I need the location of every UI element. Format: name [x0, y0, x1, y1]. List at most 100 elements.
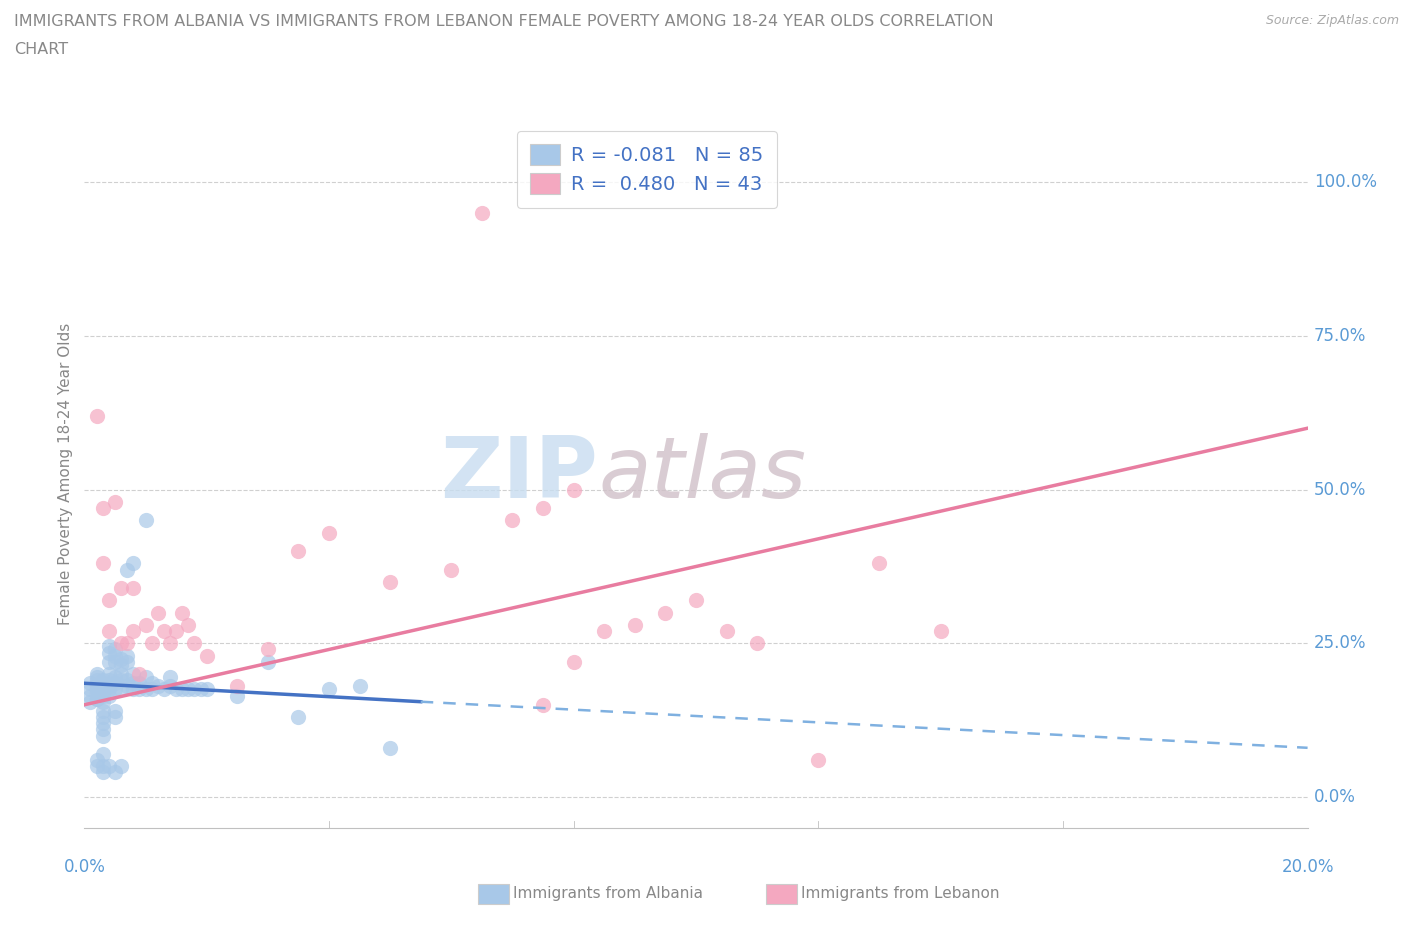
- Point: [91, 710, 114, 724]
- Point: [110, 636, 132, 651]
- Point: [226, 688, 249, 703]
- Point: [115, 562, 138, 577]
- Point: [110, 667, 132, 682]
- Point: [177, 618, 200, 632]
- Point: [183, 682, 205, 697]
- Point: [97, 667, 120, 682]
- Point: [86, 408, 108, 423]
- Point: [122, 580, 145, 595]
- Point: [91, 682, 114, 697]
- Point: [86, 691, 108, 706]
- Point: [91, 672, 114, 687]
- Point: [91, 722, 114, 737]
- Text: 20.0%: 20.0%: [1281, 858, 1334, 876]
- Text: CHART: CHART: [14, 42, 67, 57]
- Point: [91, 703, 114, 718]
- Point: [79, 695, 101, 710]
- Point: [440, 562, 463, 577]
- Point: [79, 688, 101, 703]
- Text: 0.0%: 0.0%: [63, 858, 105, 876]
- Text: 0.0%: 0.0%: [1313, 788, 1355, 806]
- Text: Immigrants from Albania: Immigrants from Albania: [513, 886, 703, 901]
- Text: 50.0%: 50.0%: [1313, 481, 1367, 498]
- Point: [91, 676, 114, 691]
- Point: [183, 636, 205, 651]
- Point: [226, 679, 249, 694]
- Point: [318, 525, 340, 540]
- Point: [128, 682, 150, 697]
- Point: [135, 618, 157, 632]
- Point: [135, 682, 157, 697]
- Point: [86, 667, 108, 682]
- Point: [128, 667, 150, 682]
- Point: [91, 679, 114, 694]
- Point: [531, 500, 554, 515]
- Point: [122, 556, 145, 571]
- Point: [380, 740, 402, 755]
- Point: [86, 759, 108, 774]
- Text: 75.0%: 75.0%: [1313, 327, 1367, 345]
- Point: [97, 672, 120, 687]
- Point: [380, 575, 402, 590]
- Text: Immigrants from Lebanon: Immigrants from Lebanon: [801, 886, 1000, 901]
- Point: [97, 679, 120, 694]
- Point: [153, 624, 176, 639]
- Point: [716, 624, 738, 639]
- Point: [110, 682, 132, 697]
- Point: [593, 624, 616, 639]
- Point: [115, 672, 138, 687]
- Point: [287, 710, 309, 724]
- Point: [257, 642, 280, 657]
- Point: [146, 605, 169, 620]
- Point: [86, 752, 108, 767]
- Point: [91, 765, 114, 780]
- Point: [349, 679, 371, 694]
- Point: [104, 495, 127, 510]
- Point: [747, 636, 769, 651]
- Point: [97, 624, 120, 639]
- Point: [562, 483, 585, 498]
- Point: [97, 688, 120, 703]
- Point: [86, 691, 108, 706]
- Point: [153, 682, 176, 697]
- Point: [97, 759, 120, 774]
- Point: [141, 636, 163, 651]
- Point: [91, 747, 114, 762]
- Point: [79, 676, 101, 691]
- Point: [104, 682, 127, 697]
- Point: [122, 682, 145, 697]
- Text: 25.0%: 25.0%: [1313, 634, 1367, 652]
- Point: [110, 580, 132, 595]
- Point: [318, 682, 340, 697]
- Point: [172, 605, 194, 620]
- Point: [195, 682, 218, 697]
- Point: [502, 513, 524, 528]
- Point: [141, 676, 163, 691]
- Point: [115, 679, 138, 694]
- Point: [91, 500, 114, 515]
- Point: [86, 682, 108, 697]
- Point: [91, 688, 114, 703]
- Point: [172, 682, 194, 697]
- Point: [135, 670, 157, 684]
- Point: [159, 636, 181, 651]
- Point: [91, 728, 114, 743]
- Point: [104, 642, 127, 657]
- Point: [86, 679, 108, 694]
- Point: [91, 759, 114, 774]
- Point: [128, 676, 150, 691]
- Point: [97, 592, 120, 607]
- Text: Source: ZipAtlas.com: Source: ZipAtlas.com: [1265, 14, 1399, 27]
- Point: [122, 624, 145, 639]
- Point: [110, 658, 132, 672]
- Point: [122, 676, 145, 691]
- Point: [79, 682, 101, 697]
- Point: [97, 655, 120, 670]
- Text: 100.0%: 100.0%: [1313, 173, 1376, 192]
- Point: [471, 206, 494, 220]
- Text: atlas: atlas: [598, 432, 806, 516]
- Point: [91, 695, 114, 710]
- Point: [135, 513, 157, 528]
- Point: [807, 752, 830, 767]
- Legend: R = -0.081   N = 85, R =  0.480   N = 43: R = -0.081 N = 85, R = 0.480 N = 43: [517, 130, 778, 208]
